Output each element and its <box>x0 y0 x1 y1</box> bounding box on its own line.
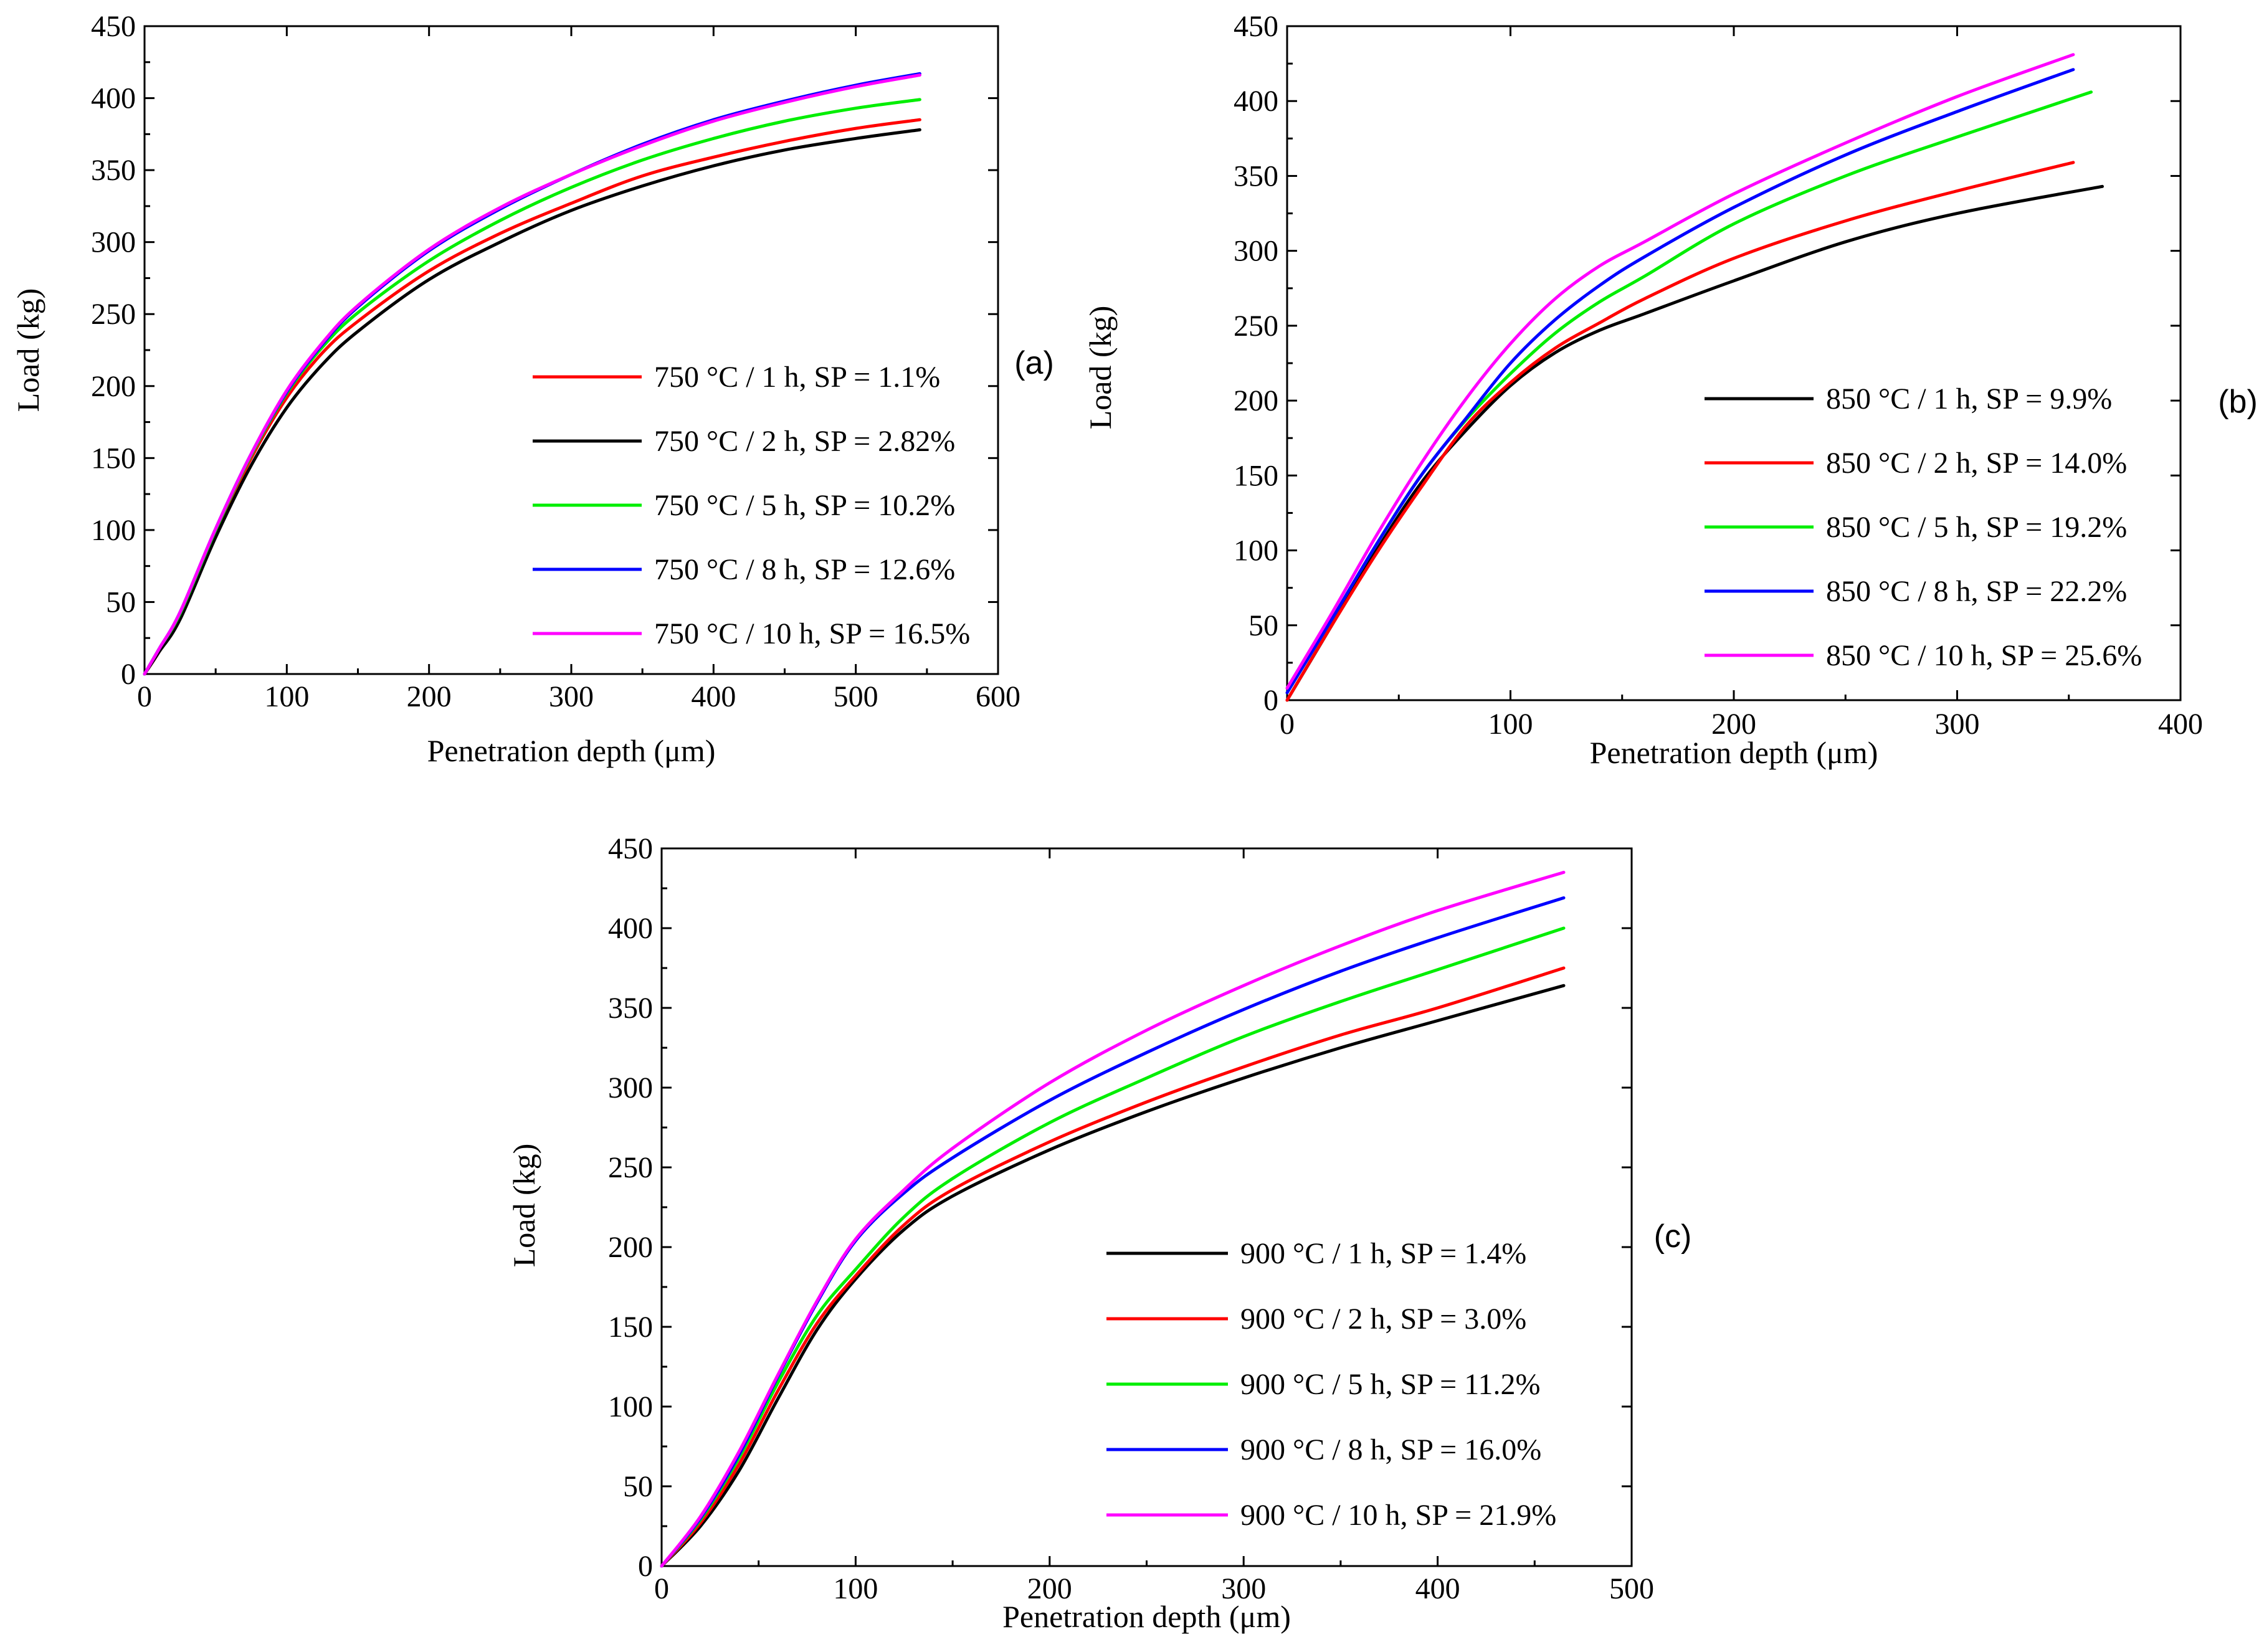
y-tick-label: 100 <box>608 1390 653 1423</box>
y-tick-label: 450 <box>1234 10 1278 43</box>
legend-label-5: 850 °C / 10 h, SP = 25.6% <box>1826 639 2142 672</box>
y-tick-label: 400 <box>1234 85 1278 118</box>
y-tick-label: 0 <box>121 658 136 691</box>
legend-label-2: 850 °C / 2 h, SP = 14.0% <box>1826 447 2127 480</box>
series-line-5 <box>660 870 1566 1568</box>
series-line-1 <box>1285 184 2104 702</box>
legend-label-4: 900 °C / 8 h, SP = 16.0% <box>1240 1433 1541 1466</box>
series-line-2 <box>143 128 921 676</box>
x-tick-label: 0 <box>137 680 152 713</box>
x-tick-label: 100 <box>264 680 309 713</box>
y-tick-label: 0 <box>638 1550 653 1583</box>
series-line-2 <box>1285 161 2075 702</box>
legend-label-2: 900 °C / 2 h, SP = 3.0% <box>1240 1303 1526 1336</box>
panel-label: (b) <box>2218 384 2258 420</box>
x-tick-label: 200 <box>407 680 452 713</box>
y-tick-label: 300 <box>91 226 136 259</box>
legend-label-4: 750 °C / 8 h, SP = 12.6% <box>654 553 955 586</box>
y-tick-label: 250 <box>1234 310 1278 343</box>
legend-label-1: 850 °C / 1 h, SP = 9.9% <box>1826 382 2112 415</box>
x-axis-title: Penetration depth (μm) <box>1590 735 1878 770</box>
y-tick-label: 250 <box>608 1151 653 1184</box>
x-tick-label: 100 <box>833 1572 878 1605</box>
x-tick-label: 200 <box>1027 1572 1072 1605</box>
y-axis-title: Load (kg) <box>11 288 45 412</box>
panel-label: (c) <box>1654 1218 1692 1255</box>
legend-label-5: 900 °C / 10 h, SP = 21.9% <box>1240 1499 1556 1532</box>
y-tick-label: 150 <box>1234 459 1278 492</box>
series-line-5 <box>1285 53 2075 690</box>
series-line-3 <box>660 926 1566 1568</box>
y-tick-label: 50 <box>106 586 136 619</box>
x-tick-label: 500 <box>1609 1572 1654 1605</box>
x-tick-label: 0 <box>654 1572 669 1605</box>
x-tick-label: 600 <box>976 680 1020 713</box>
legend-label-1: 900 °C / 1 h, SP = 1.4% <box>1240 1237 1526 1270</box>
legend-label-3: 900 °C / 5 h, SP = 11.2% <box>1240 1368 1540 1401</box>
y-tick-label: 450 <box>91 10 136 43</box>
y-tick-label: 100 <box>91 514 136 547</box>
chart-panel-3: 0 100 200 300 400 500 0 50 100 150 200 250 300 350 400… <box>506 832 1691 1634</box>
y-axis-title: Load (kg) <box>1083 306 1118 430</box>
panel-label: (a) <box>1014 345 1054 381</box>
chart-panel-2: 0 100 200 300 400 0 50 100 150 200 250 300 350 400 450… <box>1083 10 2258 770</box>
y-tick-label: 0 <box>1263 684 1278 717</box>
x-tick-label: 400 <box>691 680 736 713</box>
series-line-2 <box>660 966 1566 1568</box>
legend-label-5: 750 °C / 10 h, SP = 16.5% <box>654 617 970 650</box>
x-tick-label: 0 <box>1280 708 1295 741</box>
x-tick-label: 300 <box>549 680 594 713</box>
y-tick-label: 50 <box>1248 609 1278 642</box>
y-axis-title: Load (kg) <box>506 1144 541 1268</box>
legend-label-3: 850 °C / 5 h, SP = 19.2% <box>1826 511 2127 544</box>
y-tick-label: 200 <box>1234 384 1278 417</box>
y-tick-label: 300 <box>608 1071 653 1104</box>
y-tick-label: 350 <box>91 154 136 187</box>
chart-panel-1: 0 100 200 300 400 500 600 0 50 100 150 200 250 300 350… <box>11 10 1054 768</box>
y-tick-label: 350 <box>608 992 653 1025</box>
y-tick-label: 400 <box>91 82 136 115</box>
x-tick-label: 500 <box>834 680 878 713</box>
x-tick-label: 400 <box>1415 1572 1460 1605</box>
x-tick-label: 200 <box>1711 708 1756 741</box>
x-axis-title: Penetration depth (μm) <box>427 733 716 768</box>
x-tick-label: 300 <box>1935 708 1980 741</box>
x-tick-label: 300 <box>1221 1572 1266 1605</box>
x-tick-label: 400 <box>2158 708 2203 741</box>
legend-label-2: 750 °C / 2 h, SP = 2.82% <box>654 425 955 458</box>
y-tick-label: 50 <box>623 1470 653 1503</box>
y-tick-label: 300 <box>1234 235 1278 268</box>
series-line-5 <box>143 74 921 676</box>
y-tick-label: 100 <box>1234 534 1278 567</box>
y-tick-label: 250 <box>91 298 136 331</box>
x-tick-label: 100 <box>1488 708 1533 741</box>
y-tick-label: 200 <box>608 1231 653 1264</box>
legend-label-3: 750 °C / 5 h, SP = 10.2% <box>654 489 955 522</box>
series-line-4 <box>1285 68 2075 695</box>
y-tick-label: 400 <box>608 912 653 945</box>
legend-label-4: 850 °C / 8 h, SP = 22.2% <box>1826 575 2127 608</box>
y-tick-label: 150 <box>91 442 136 475</box>
y-tick-label: 450 <box>608 832 653 865</box>
legend-label-1: 750 °C / 1 h, SP = 1.1% <box>654 361 940 394</box>
series-line-1 <box>660 984 1566 1568</box>
y-tick-label: 150 <box>608 1311 653 1344</box>
x-axis-title: Penetration depth (μm) <box>1002 1599 1291 1634</box>
y-tick-label: 200 <box>91 370 136 403</box>
y-tick-label: 350 <box>1234 159 1278 192</box>
